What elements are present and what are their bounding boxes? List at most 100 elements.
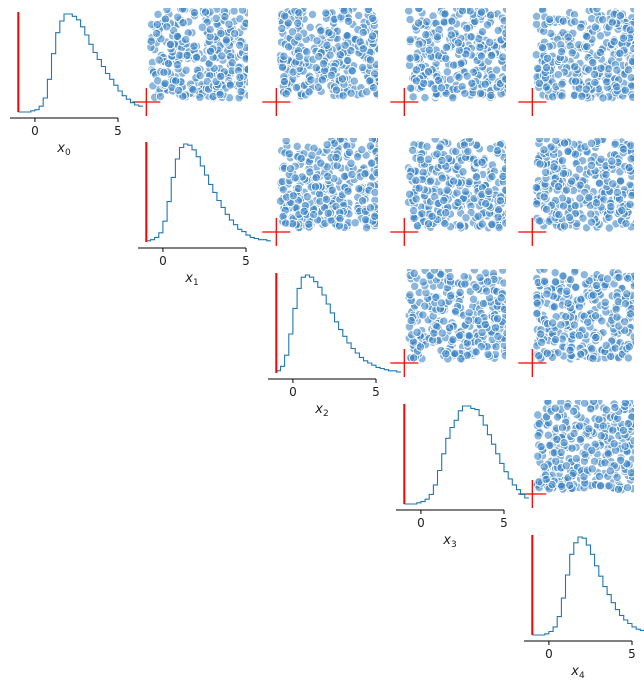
scatter-point	[629, 281, 634, 291]
scatter-point	[462, 23, 472, 33]
scatter-point	[500, 74, 506, 84]
scatter-point	[579, 270, 589, 280]
scatter-point	[627, 56, 634, 66]
scatter-point	[236, 86, 246, 97]
scatter-point	[357, 144, 367, 155]
scatter-point	[162, 8, 172, 14]
scatter-points	[403, 138, 506, 233]
scatter-point	[473, 211, 483, 221]
scatter-point	[551, 456, 561, 466]
scatter-point	[230, 28, 240, 39]
scatter-point	[501, 28, 506, 38]
scatter-points	[275, 138, 378, 233]
scatter-point	[483, 277, 493, 287]
scatter-point	[367, 31, 378, 41]
scatter-point	[461, 213, 471, 223]
scatter-point	[615, 176, 626, 186]
scatter-point	[471, 282, 481, 292]
scatter-point	[565, 480, 575, 490]
scatter-point	[421, 29, 431, 40]
scatter-point	[481, 198, 491, 209]
scatter-point	[531, 19, 542, 29]
scatter-point	[189, 41, 199, 51]
x-tick-label: 0	[417, 516, 425, 530]
scatter-point	[163, 58, 174, 69]
scatter-point	[629, 436, 634, 446]
scatter-point	[569, 320, 580, 330]
scatter-point	[548, 92, 558, 102]
scatter-point	[424, 45, 435, 55]
scatter-point	[173, 85, 184, 96]
scatter-points	[531, 8, 634, 103]
scatter-point	[623, 65, 634, 75]
scatter-point	[304, 219, 314, 229]
scatter-point	[418, 310, 428, 320]
scatter-point	[531, 182, 542, 193]
scatter-point	[189, 8, 200, 18]
histogram-panel-x4: 0 5 x4	[524, 535, 644, 681]
scatter-point	[586, 160, 597, 171]
scatter-point	[277, 62, 288, 72]
scatter-point	[146, 36, 156, 46]
scatter-point	[317, 75, 327, 85]
scatter-point	[477, 327, 487, 338]
scatter-point	[542, 348, 552, 358]
scatter-point	[623, 418, 633, 429]
scatter-point	[626, 154, 634, 164]
scatter-point	[607, 156, 617, 166]
scatter-point	[460, 279, 470, 289]
scatter-point	[480, 319, 490, 330]
scatter-point	[609, 439, 619, 449]
scatter-point	[559, 221, 570, 231]
scatter-point	[302, 47, 312, 57]
scatter-point	[595, 31, 606, 41]
scatter-point	[608, 179, 618, 189]
scatter-point	[310, 182, 321, 192]
scatter-point	[487, 72, 497, 82]
scatter-point	[476, 88, 486, 98]
scatter-point	[178, 8, 188, 14]
scatter-point	[467, 78, 477, 88]
scatter-point	[498, 52, 506, 62]
scatter-point	[570, 149, 581, 159]
scatter-point	[216, 28, 226, 39]
scatter-point	[453, 38, 463, 48]
scatter-point	[483, 349, 493, 359]
scatter-point	[441, 349, 451, 359]
scatter-point	[476, 8, 487, 17]
scatter-point	[350, 218, 360, 228]
scatter-point	[471, 347, 481, 357]
scatter-point	[414, 8, 424, 14]
scatter-point	[478, 298, 489, 309]
scatter-point	[311, 63, 321, 73]
scatter-point	[442, 185, 452, 195]
scatter-point	[539, 269, 549, 274]
scatter-point	[288, 191, 298, 201]
scatter-point	[584, 424, 594, 434]
scatter-point	[550, 277, 561, 287]
scatter-point	[499, 16, 506, 26]
scatter-point	[335, 50, 345, 60]
scatter-point	[221, 35, 232, 45]
scatter-point	[552, 412, 563, 422]
scatter-point	[553, 69, 563, 80]
x-axis-label-x2: x2	[314, 402, 328, 419]
scatter-point	[365, 55, 376, 65]
scatter-point	[547, 318, 558, 328]
x-tick-label: 5	[628, 647, 636, 661]
axis-label-subscript: 0	[65, 148, 71, 158]
scatter-point	[366, 158, 377, 168]
x-tick-label: 5	[114, 124, 122, 138]
scatter-point	[534, 216, 544, 226]
scatter-points	[275, 8, 378, 101]
scatter-point	[598, 15, 608, 25]
scatter-point	[445, 291, 456, 301]
x-tick-label: 0	[545, 647, 553, 661]
scatter-point	[582, 31, 592, 42]
scatter-panel-x1-vs-x4	[518, 138, 634, 246]
scatter-point	[411, 194, 421, 204]
scatter-point	[458, 167, 468, 177]
scatter-point	[562, 286, 572, 296]
scatter-point	[551, 138, 561, 146]
scatter-point	[323, 208, 333, 218]
